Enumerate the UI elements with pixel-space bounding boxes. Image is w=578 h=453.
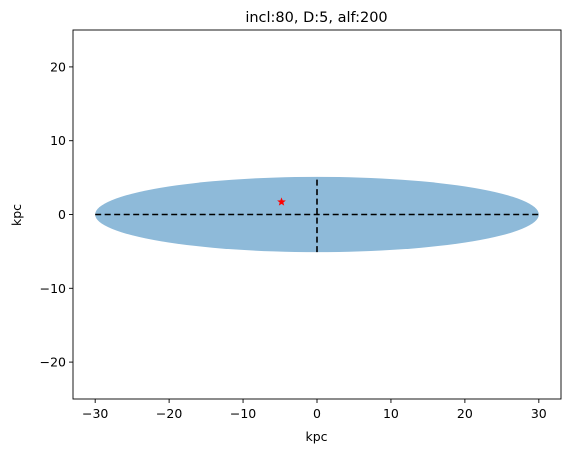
- x-tick-label: −10: [230, 406, 256, 421]
- y-tick-label: 20: [50, 59, 66, 74]
- x-tick-label: 10: [383, 406, 399, 421]
- axis-ticks: −30 −20 −10 0 10 20 30 −20 −10 0 10 20: [40, 59, 547, 421]
- y-axis-label: kpc: [9, 204, 24, 226]
- y-tick-label: 10: [50, 133, 66, 148]
- x-tick-label: 20: [457, 406, 473, 421]
- x-tick-label: −20: [156, 406, 182, 421]
- y-tick-label: 0: [58, 207, 66, 222]
- y-tick-label: −10: [40, 281, 66, 296]
- star-marker: [277, 197, 286, 206]
- x-tick-label: 30: [531, 406, 547, 421]
- y-tick-label: −20: [40, 355, 66, 370]
- plot-area: [72, 29, 562, 400]
- x-tick-label: 0: [313, 406, 321, 421]
- x-axis-label: kpc: [305, 429, 327, 444]
- chart-title: incl:80, D:5, alf:200: [245, 10, 387, 26]
- x-tick-label: −30: [82, 406, 108, 421]
